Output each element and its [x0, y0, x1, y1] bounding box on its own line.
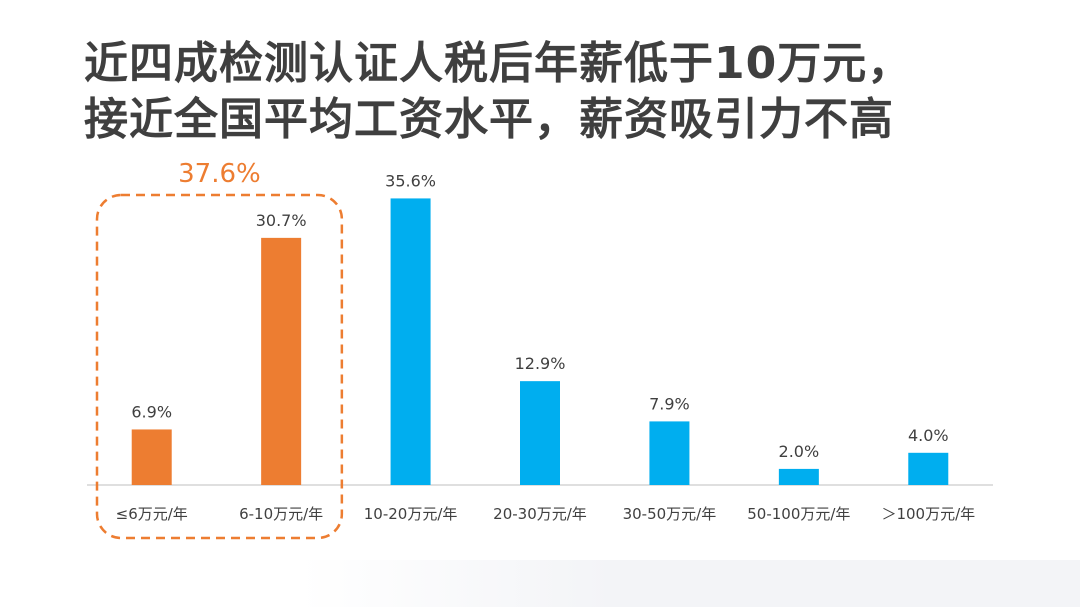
highlight-group-box — [95, 193, 344, 540]
category-label-1: ≤6万元/年 — [116, 505, 188, 523]
chart-title-line-1: 近四成检测认证人税后年薪低于10万元， — [84, 38, 913, 89]
data-label-3: 35.6% — [385, 171, 436, 190]
category-label-7: ＞100万元/年 — [881, 505, 975, 523]
bar-7 — [908, 452, 949, 485]
category-label-6: 50-100万元/年 — [747, 505, 850, 523]
category-label-5: 30-50万元/年 — [623, 505, 717, 523]
bar-2 — [261, 237, 302, 485]
bar-1 — [131, 429, 172, 485]
data-label-4: 12.9% — [515, 354, 566, 373]
bar-5 — [649, 421, 690, 485]
category-label-4: 20-30万元/年 — [493, 505, 587, 523]
group-annotation: 37.6% — [178, 159, 261, 189]
bar-6 — [778, 468, 819, 485]
bar-3 — [390, 198, 431, 486]
chart-title: 近四成检测认证人税后年薪低于10万元， 接近全国平均工资水平，薪资吸引力不高 — [84, 36, 912, 148]
data-label-1: 6.9% — [131, 402, 172, 421]
bar-4 — [520, 381, 560, 485]
background-shade — [300, 560, 1080, 607]
category-label-3: 10-20万元/年 — [364, 505, 458, 523]
category-label-2: 6-10万元/年 — [239, 505, 323, 523]
data-label-2: 30.7% — [256, 211, 307, 230]
data-label-7: 4.0% — [908, 426, 949, 445]
data-label-5: 7.9% — [649, 394, 690, 413]
chart-title-line-2: 接近全国平均工资水平，薪资吸引力不高 — [84, 94, 894, 145]
data-label-6: 2.0% — [779, 442, 820, 461]
